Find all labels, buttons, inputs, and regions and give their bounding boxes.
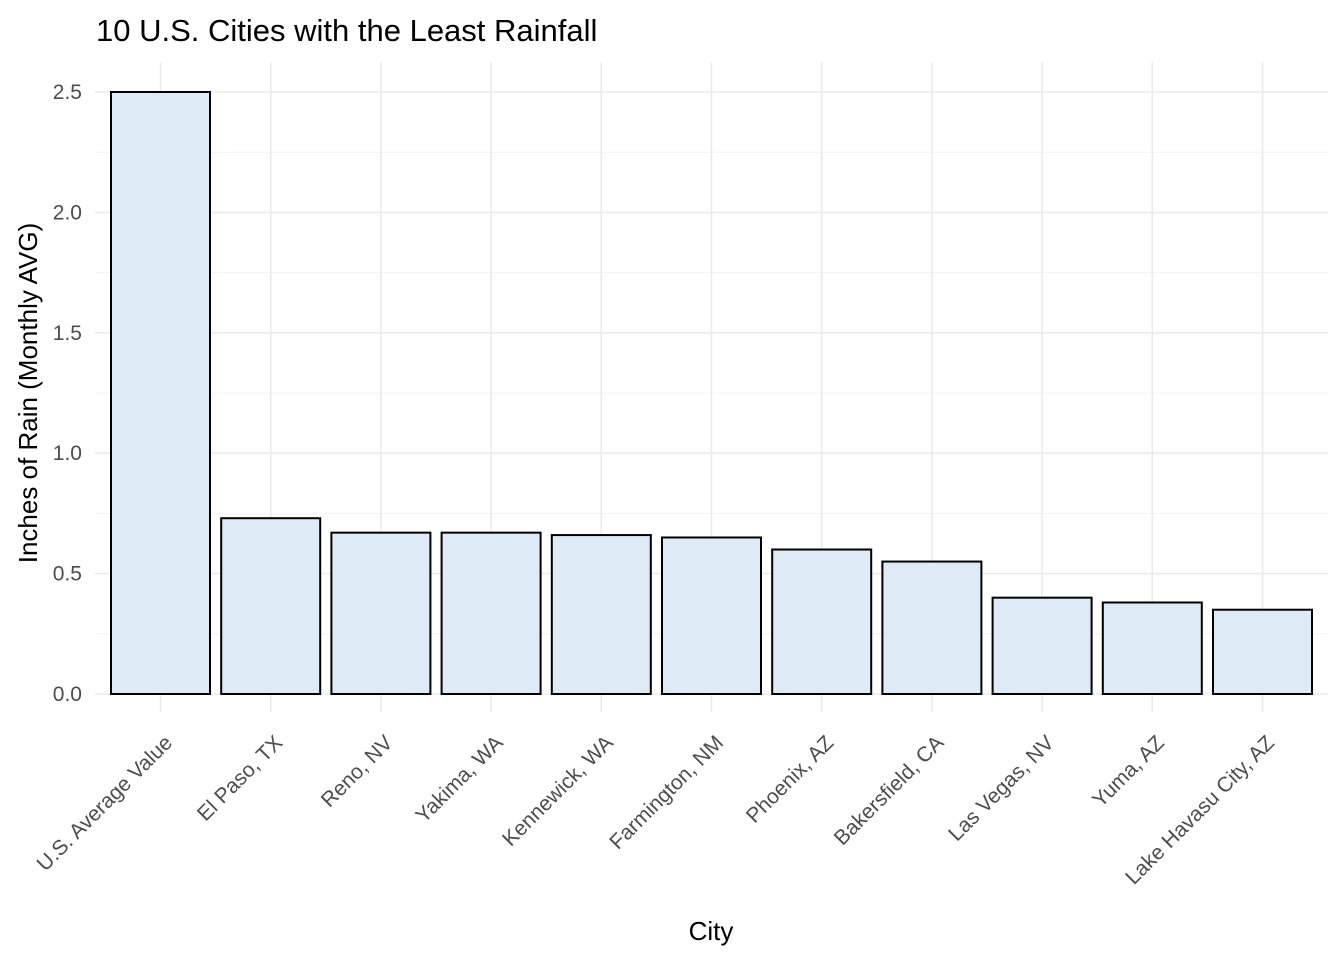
bar-2 — [220, 517, 322, 695]
x-tick-label: Yakima, WA — [411, 731, 507, 827]
bar-5 — [550, 534, 652, 696]
x-tick-label: Yuma, AZ — [1088, 731, 1169, 812]
x-tick-label: El Paso, TX — [193, 731, 287, 825]
bar-6 — [661, 536, 762, 695]
x-tick-label: Bakersfield, CA — [830, 731, 949, 850]
bar-10 — [1101, 601, 1203, 695]
bar-4 — [440, 531, 542, 695]
y-tick-label: 1.5 — [53, 322, 82, 345]
y-tick-label: 1.0 — [53, 442, 82, 465]
bars — [110, 91, 1313, 696]
y-axis-ticks: 0.0 0.5 1.0 1.5 2.0 2.5 — [53, 81, 82, 706]
bar-7 — [771, 548, 873, 696]
y-tick-label: 2.0 — [53, 201, 82, 224]
x-tick-label: Las Vegas, NV — [944, 731, 1058, 845]
bar-1 — [110, 91, 211, 695]
x-tick-label: Kennewick, WA — [498, 731, 618, 851]
bar-8 — [881, 560, 983, 695]
y-axis-title: Inches of Rain (Monthly AVG) — [13, 223, 43, 564]
x-tick-label: Reno, NV — [317, 731, 398, 812]
bar-11 — [1212, 608, 1313, 695]
bar-3 — [330, 531, 432, 695]
x-tick-label: Farmington, NM — [605, 731, 728, 854]
x-tick-label: U.S. Average Value — [33, 731, 177, 875]
y-tick-label: 0.0 — [53, 683, 82, 706]
x-axis-title: City — [689, 916, 734, 946]
bar-9 — [991, 596, 1093, 695]
y-tick-label: 2.5 — [53, 81, 82, 104]
x-tick-label: Phoenix, AZ — [742, 731, 838, 827]
chart-title: 10 U.S. Cities with the Least Rainfall — [96, 13, 597, 48]
x-axis-ticks: U.S. Average Value El Paso, TX Reno, NV Yak… — [33, 731, 1280, 889]
y-tick-label: 0.5 — [53, 563, 82, 586]
